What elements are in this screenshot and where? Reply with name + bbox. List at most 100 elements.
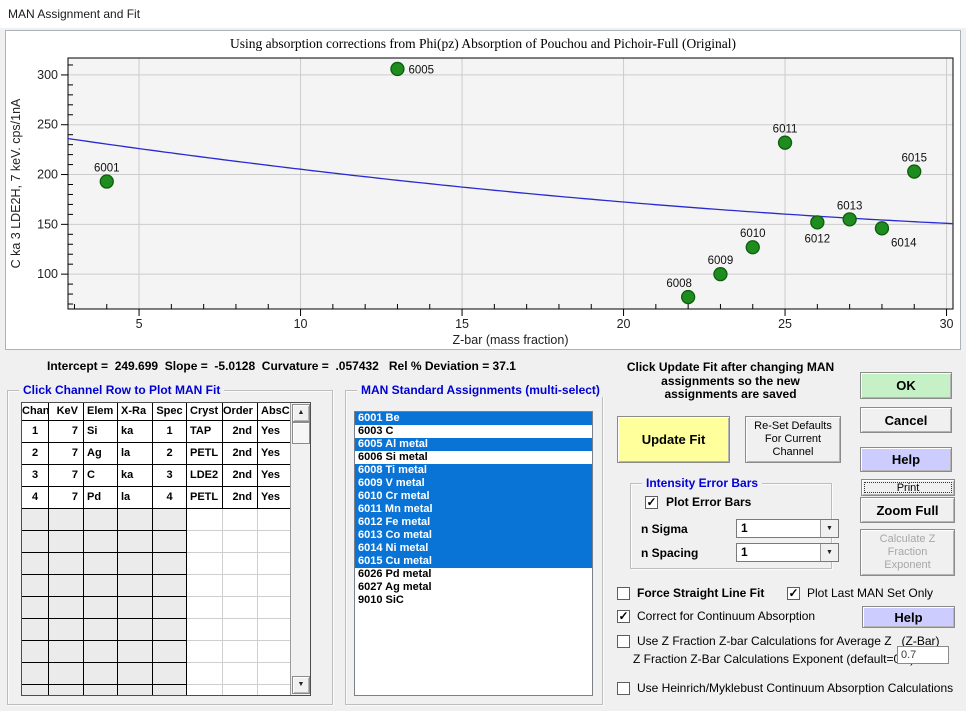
data-point-label: 6012: [805, 233, 831, 245]
table-cell: [187, 619, 223, 641]
table-cell: 2nd: [223, 465, 258, 487]
table-cell: [153, 531, 187, 553]
table-cell: C: [84, 465, 118, 487]
table-cell: [118, 685, 153, 696]
channel-table-row[interactable]: 37Cka3LDE22ndYes: [22, 465, 310, 487]
calculate-z-fraction-exponent-button[interactable]: Calculate Z Fraction Exponent: [860, 529, 955, 576]
man-standard-item[interactable]: 6001 Be: [355, 412, 592, 425]
man-fit-scatter-plot: 51015202530100150200250300Z-bar (mass fr…: [6, 31, 960, 349]
svg-text:Z-bar (mass fraction): Z-bar (mass fraction): [453, 333, 569, 347]
exponent-input[interactable]: 0.7: [897, 646, 949, 664]
man-standard-item[interactable]: 6003 C: [355, 425, 592, 438]
data-point: [843, 213, 856, 226]
man-standard-item[interactable]: 6012 Fe metal: [355, 516, 592, 529]
table-cell: 4: [153, 487, 187, 509]
n-spacing-dropdown[interactable]: 1 ▼: [736, 543, 839, 562]
print-button[interactable]: Print: [861, 479, 955, 496]
table-cell: [84, 575, 118, 597]
chevron-down-icon[interactable]: ▼: [820, 520, 838, 537]
table-cell: [153, 685, 187, 696]
man-standard-item[interactable]: 6010 Cr metal: [355, 490, 592, 503]
table-cell: ka: [118, 465, 153, 487]
man-standard-item[interactable]: 6026 Pd metal: [355, 568, 592, 581]
scrollbar-thumb[interactable]: [292, 422, 310, 444]
ok-button[interactable]: OK: [860, 372, 952, 399]
plot-error-bars-checkbox[interactable]: ✓: [645, 496, 658, 509]
man-standard-item[interactable]: 6013 Co metal: [355, 529, 592, 542]
table-cell: [118, 663, 153, 685]
data-point: [100, 175, 113, 188]
intensity-error-bars-label: Intensity Error Bars: [642, 476, 762, 490]
table-cell: [22, 663, 49, 685]
data-point: [875, 222, 888, 235]
svg-text:20: 20: [617, 317, 631, 331]
table-cell: [153, 619, 187, 641]
man-standard-item[interactable]: 6011 Mn metal: [355, 503, 592, 516]
z-fraction-zbar-checkbox[interactable]: [617, 635, 630, 648]
svg-text:30: 30: [940, 317, 954, 331]
channel-table-empty-row: [22, 553, 310, 575]
table-cell: [84, 553, 118, 575]
table-cell: [118, 597, 153, 619]
scroll-down-icon[interactable]: ▼: [292, 676, 310, 694]
table-cell: [258, 685, 291, 696]
man-standard-item[interactable]: 6014 Ni metal: [355, 542, 592, 555]
channel-table-empty-row: [22, 531, 310, 553]
table-cell: [22, 553, 49, 575]
table-cell: 4: [22, 487, 49, 509]
table-cell: [258, 509, 291, 531]
man-standard-item[interactable]: 9010 SiC: [355, 594, 592, 607]
force-straight-line-fit-checkbox[interactable]: [617, 587, 630, 600]
heinrich-myklebust-checkbox[interactable]: [617, 682, 630, 695]
chart-title: Using absorption corrections from Phi(pz…: [6, 36, 960, 52]
man-standards-listbox[interactable]: 6001 Be6003 C6005 Al metal6006 Si metal6…: [354, 411, 593, 696]
man-standard-item[interactable]: 6006 Si metal: [355, 451, 592, 464]
channel-table-row[interactable]: 27Agla2PETL2ndYes: [22, 443, 310, 465]
data-point-label: 6014: [891, 237, 917, 249]
n-sigma-dropdown[interactable]: 1 ▼: [736, 519, 839, 538]
table-cell: [118, 531, 153, 553]
table-cell: [84, 509, 118, 531]
cancel-button[interactable]: Cancel: [860, 407, 952, 433]
table-cell: [258, 553, 291, 575]
table-cell: [258, 597, 291, 619]
table-cell: 7: [49, 465, 84, 487]
man-fit-chart-panel: Using absorption corrections from Phi(pz…: [5, 30, 961, 350]
channel-table-empty-row: [22, 509, 310, 531]
plot-error-bars-label: Plot Error Bars: [666, 495, 751, 509]
plot-last-man-set-checkbox[interactable]: ✓: [787, 587, 800, 600]
table-cell: [187, 597, 223, 619]
svg-text:150: 150: [37, 217, 58, 231]
table-cell: [84, 619, 118, 641]
channel-table-row[interactable]: 17Sika1TAP2ndYes: [22, 421, 310, 443]
table-cell: 2: [22, 443, 49, 465]
man-standard-item[interactable]: 6005 Al metal: [355, 438, 592, 451]
table-cell: [153, 597, 187, 619]
zoom-full-button[interactable]: Zoom Full: [860, 497, 955, 523]
table-cell: TAP: [187, 421, 223, 443]
channel-table-scrollbar[interactable]: ▲ ▼: [290, 403, 310, 695]
channel-table[interactable]: ChanKeVElemX-RaSpecCrystOrderAbsC17Sika1…: [21, 402, 311, 696]
reset-defaults-button[interactable]: Re-Set Defaults For Current Channel: [745, 416, 841, 463]
table-cell: [223, 685, 258, 696]
man-standard-item[interactable]: 6009 V metal: [355, 477, 592, 490]
column-header: KeV: [49, 403, 84, 421]
man-standard-item[interactable]: 6008 Ti metal: [355, 464, 592, 477]
chevron-down-icon[interactable]: ▼: [820, 544, 838, 561]
man-standard-item[interactable]: 6015 Cu metal: [355, 555, 592, 568]
man-standard-item[interactable]: 6027 Ag metal: [355, 581, 592, 594]
table-cell: [49, 663, 84, 685]
table-cell: [22, 641, 49, 663]
table-cell: [153, 663, 187, 685]
table-cell: [187, 575, 223, 597]
channel-table-row[interactable]: 47Pdla4PETL2ndYes: [22, 487, 310, 509]
continuum-absorption-checkbox[interactable]: ✓: [617, 610, 630, 623]
help-button[interactable]: Help: [860, 447, 952, 472]
scroll-up-icon[interactable]: ▲: [292, 404, 310, 422]
data-point: [391, 62, 404, 75]
table-cell: [22, 619, 49, 641]
help-button-2[interactable]: Help: [862, 606, 955, 628]
update-fit-button[interactable]: Update Fit: [617, 416, 730, 463]
table-cell: [223, 531, 258, 553]
table-cell: [258, 663, 291, 685]
